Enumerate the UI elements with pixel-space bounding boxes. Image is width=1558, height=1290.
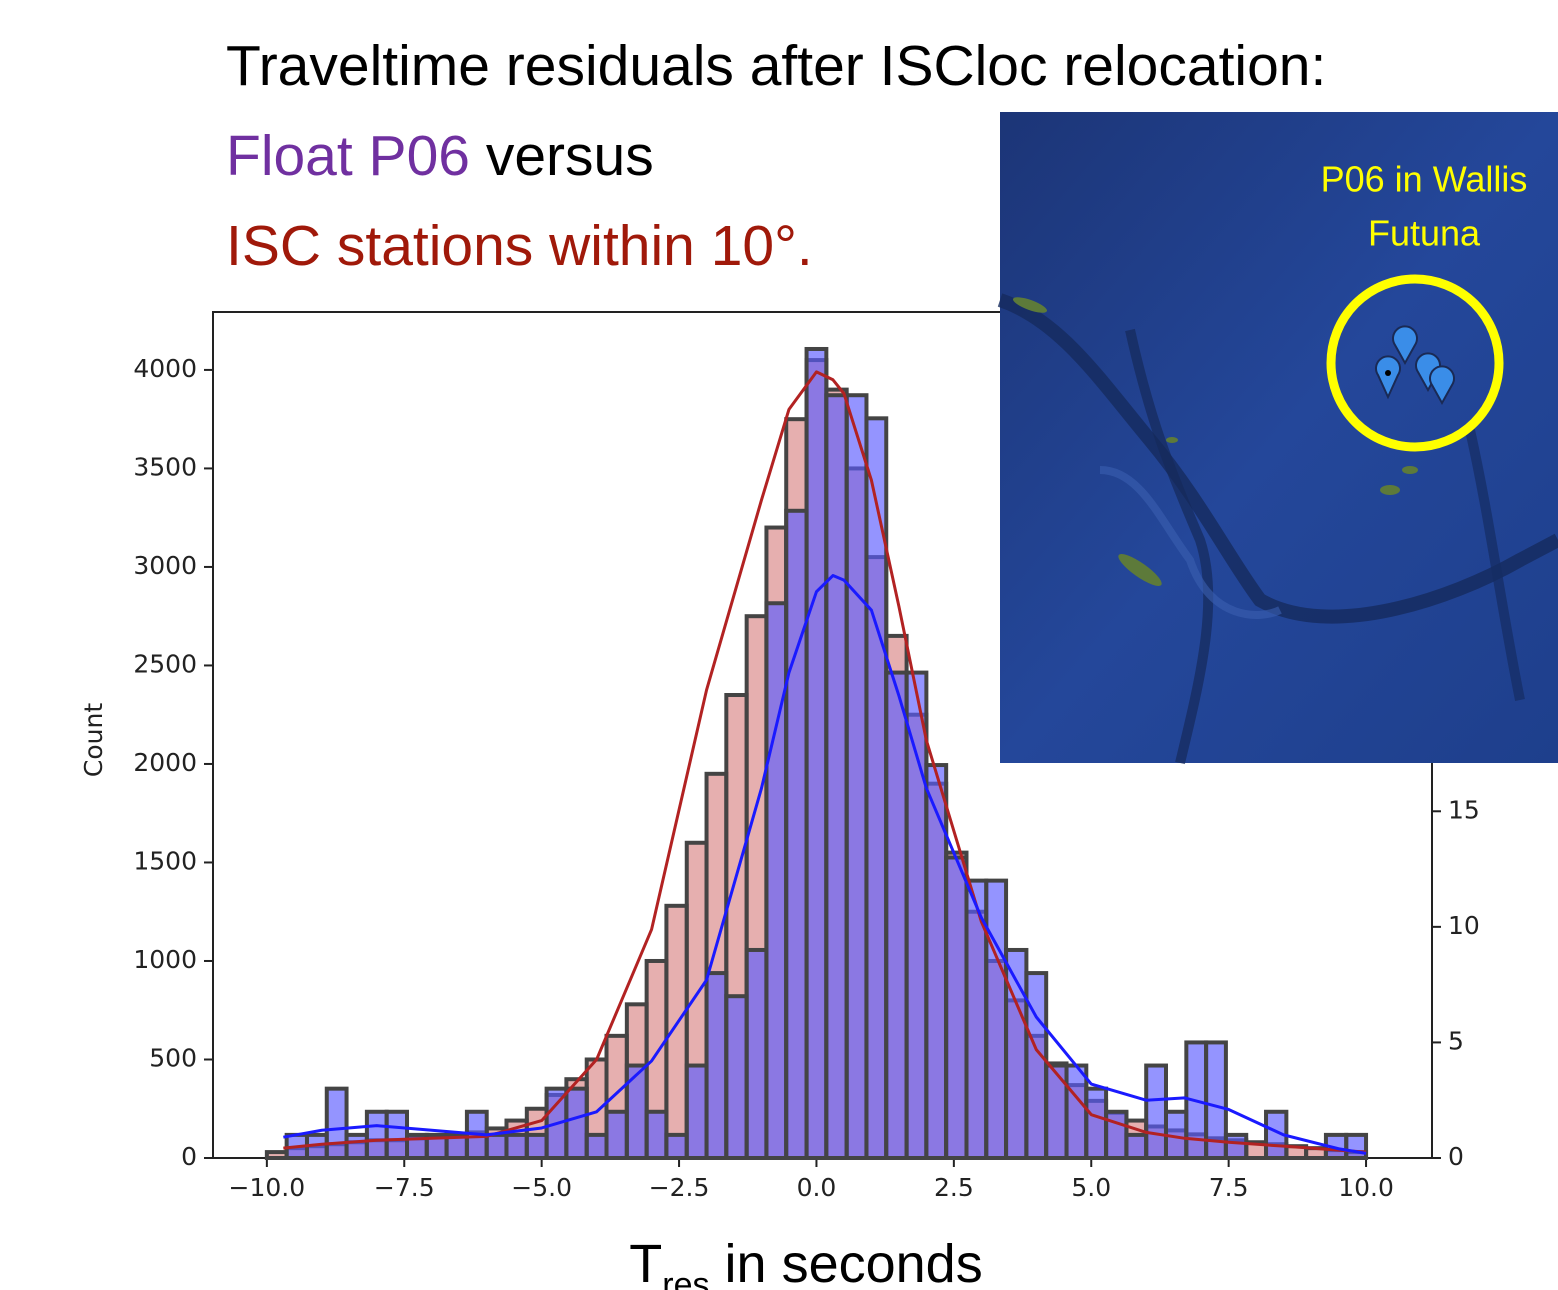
map-island [1166,437,1178,443]
x-tick-label: 10.0 [1338,1173,1394,1202]
y-tick-label: 1500 [133,846,197,875]
y2-tick-label: 10 [1448,911,1480,940]
title-part: versus [470,124,654,188]
bar [726,996,746,1158]
bar [766,603,786,1158]
map-label: P06 in Wallis [1321,159,1528,200]
x-tick-label: −10.0 [229,1173,306,1202]
y2-tick-label: 0 [1448,1142,1464,1171]
map-island [1380,485,1400,495]
bar [506,1135,526,1158]
bar [327,1089,347,1158]
title-line: Float P06 versus [226,124,654,188]
bar [666,1135,686,1158]
bar [367,1112,387,1158]
x-tick-label: 7.5 [1209,1173,1249,1202]
bar [1067,1066,1087,1158]
bar [1026,973,1046,1158]
bar [1146,1066,1166,1158]
y-tick-label: 4000 [133,354,197,383]
x-tick-label: −2.5 [649,1173,710,1202]
bar [847,395,867,1158]
bar [666,906,686,1158]
title-part: ISC stations within 10°. [226,214,813,278]
bar [647,1112,667,1158]
x-tick-label: 2.5 [934,1173,974,1202]
y-tick-label: 0 [181,1142,197,1171]
x-tick-label: 5.0 [1071,1173,1111,1202]
y-tick-label: 2500 [133,649,197,678]
title-line: ISC stations within 10°. [226,214,813,278]
bar [607,1112,627,1158]
bar [387,1112,407,1158]
title-part: Float P06 [226,124,470,188]
map-label: Futuna [1368,213,1481,254]
bar [786,511,806,1158]
bar [707,973,727,1158]
x-label-sub: res [662,1266,709,1290]
y-tick-label: 3500 [133,452,197,481]
x-label-suffix: in seconds [710,1234,983,1290]
y-tick-label: 1000 [133,945,197,974]
slide: Traveltime residuals after ISCloc reloca… [0,0,1558,1290]
bar [566,1089,586,1158]
bar [747,950,767,1158]
bar [1086,1089,1106,1158]
bar [527,1135,547,1158]
bar [347,1135,367,1158]
x-tick-label: −5.0 [511,1173,572,1202]
bar [826,395,846,1158]
map-pin-dot [1385,370,1391,376]
bar [986,881,1006,1158]
bar [1126,1135,1146,1158]
bar [487,1135,507,1158]
y-tick-label: 500 [149,1043,197,1072]
bar [807,349,827,1158]
y-tick-label: 3000 [133,551,197,580]
bar [587,1135,607,1158]
y-tick-label: 2000 [133,748,197,777]
inset-map: P06 in Wallis Futuna [1000,112,1558,763]
bar [267,1152,287,1158]
title-part: Traveltime residuals after ISCloc reloca… [226,34,1326,98]
bar [946,858,966,1158]
y2-tick-label: 5 [1448,1026,1464,1055]
bar [1046,1066,1066,1158]
x-tick-label: 0.0 [797,1173,837,1202]
y2-tick-label: 15 [1448,795,1480,824]
bar [886,673,906,1158]
bar [1226,1135,1246,1158]
y-axis-label: Count [79,703,108,777]
title-line: Traveltime residuals after ISCloc reloca… [226,34,1326,98]
bar [1106,1112,1126,1158]
bar [687,1066,707,1158]
x-axis-label: Tres in seconds [629,1234,982,1290]
bar [907,673,927,1158]
bar [1346,1135,1366,1158]
x-label-main: T [629,1234,662,1290]
x-tick-label: −7.5 [374,1173,435,1202]
map-island [1402,466,1418,474]
